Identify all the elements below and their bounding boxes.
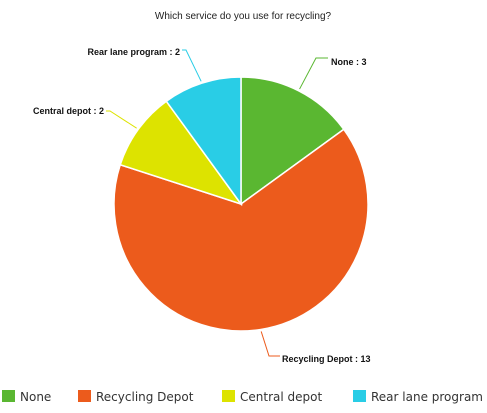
legend-label-central-depot: Central depot: [240, 390, 322, 404]
pie-slice-none[interactable]: [240, 76, 345, 206]
data-label-none: None : 3: [331, 57, 367, 67]
leader-line-none: [299, 57, 328, 90]
legend-swatch-central-depot: [222, 390, 235, 402]
data-label-rear-lane-program: Rear lane program : 2: [87, 47, 180, 57]
legend-swatch-recycling-depot: [78, 390, 91, 402]
pie-slice-central-depot[interactable]: [119, 100, 243, 206]
chart-title: Which service do you use for recycling?: [155, 11, 332, 22]
legend-item-recycling-depot[interactable]: Recycling Depot: [78, 390, 194, 404]
legend-label-none: None: [20, 390, 51, 404]
leader-line-recycling-depot: [260, 331, 280, 357]
leader-lines: [106, 49, 328, 357]
pie-slice-recycling-depot[interactable]: [113, 128, 369, 332]
pie-slices: [113, 76, 369, 332]
legend-item-rear-lane-program[interactable]: Rear lane program: [353, 390, 483, 404]
data-label-central-depot: Central depot : 2: [33, 106, 104, 116]
pie-slice-rear-lane-program[interactable]: [165, 76, 242, 207]
leader-line-central-depot: [106, 110, 137, 129]
leader-line-rear-lane-program: [182, 49, 202, 82]
legend-swatch-rear-lane-program: [353, 390, 366, 402]
legend-item-none[interactable]: None: [2, 390, 51, 404]
legend: None Recycling Depot Central depot Rear lan…: [2, 390, 483, 404]
legend-label-recycling-depot: Recycling Depot: [96, 390, 194, 404]
legend-swatch-none: [2, 390, 15, 402]
legend-label-rear-lane-program: Rear lane program: [371, 390, 483, 404]
data-label-recycling-depot: Recycling Depot : 13: [282, 354, 371, 364]
legend-item-central-depot[interactable]: Central depot: [222, 390, 322, 404]
slice-labels: None : 3 Recycling Depot : 13 Central depo…: [33, 47, 371, 364]
